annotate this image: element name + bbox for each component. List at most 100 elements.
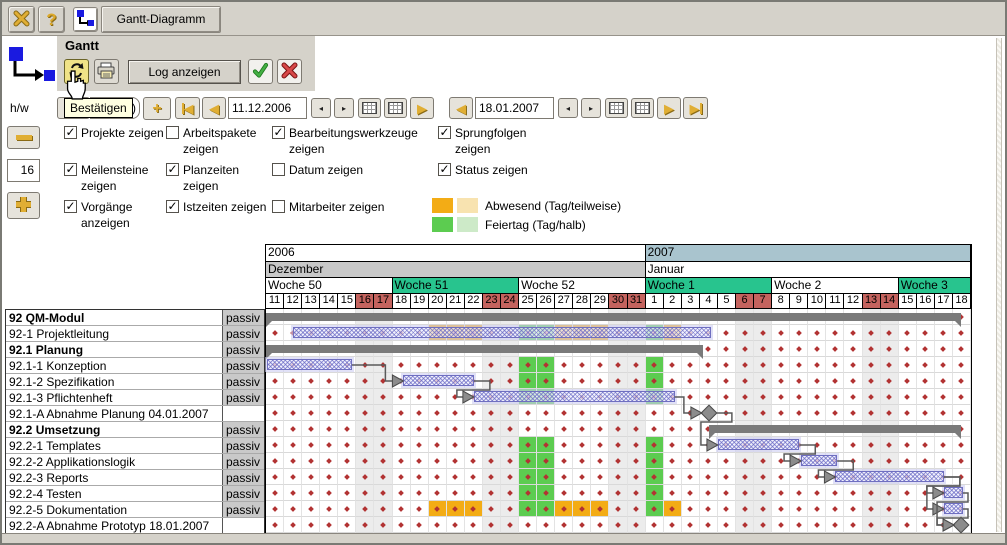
gantt-mini-button[interactable] bbox=[73, 7, 98, 32]
checkbox-label: Projekte zeigen bbox=[81, 125, 164, 141]
bar-icon bbox=[700, 103, 702, 114]
calendar-icon bbox=[362, 102, 377, 114]
row-height-field[interactable]: 16 bbox=[7, 159, 40, 182]
week-header: Woche 52 bbox=[519, 278, 646, 294]
checkbox[interactable]: ✓ bbox=[166, 200, 179, 213]
checkbox-item-2: ✓ Bearbeitungswerkzeuge zeigen bbox=[272, 125, 438, 162]
checkbox-label: Datum zeigen bbox=[289, 162, 363, 178]
collapse-button[interactable] bbox=[7, 126, 40, 149]
expand-button[interactable] bbox=[7, 192, 40, 219]
table-row[interactable]: 92.1-1 Konzeptionpassiv bbox=[6, 358, 264, 374]
checkbox-label: Status zeigen bbox=[455, 162, 528, 178]
checkbox[interactable] bbox=[272, 200, 285, 213]
table-row[interactable]: 92 QM-Modulpassiv bbox=[6, 310, 264, 326]
task-bar[interactable] bbox=[801, 455, 837, 466]
table-row[interactable]: 92.1 Planungpassiv bbox=[6, 342, 264, 358]
gantt-chart: 20062007DezemberJanuarWoche 50Woche 51Wo… bbox=[265, 244, 972, 534]
checkbox-item-3: ✓Sprungfolgen zeigen bbox=[438, 125, 560, 162]
close-button[interactable] bbox=[8, 6, 35, 33]
day-header: 15 bbox=[338, 294, 356, 309]
day-header: 3 bbox=[682, 294, 700, 309]
checkbox[interactable]: ✓ bbox=[64, 126, 77, 139]
calendar-button-4[interactable] bbox=[631, 98, 654, 118]
date-to-back-button[interactable]: ◂ bbox=[558, 98, 578, 118]
task-status: passiv bbox=[223, 454, 264, 469]
increase-button[interactable]: + bbox=[143, 97, 171, 120]
month-header: Januar bbox=[646, 262, 971, 278]
confirm-button[interactable] bbox=[248, 59, 273, 84]
small-arrow-left-icon: ◂ bbox=[319, 104, 323, 113]
checkbox-label: Arbeitspakete zeigen bbox=[183, 125, 272, 157]
day-header: 13 bbox=[863, 294, 881, 309]
summary-bar[interactable] bbox=[709, 425, 961, 433]
task-table: 92 QM-Modulpassiv92-1 Projektleitungpass… bbox=[5, 309, 265, 535]
arrow-right-icon: ▶ bbox=[690, 102, 700, 115]
day-header: 17 bbox=[374, 294, 392, 309]
checkbox[interactable]: ✓ bbox=[272, 126, 285, 139]
table-row[interactable]: 92.2-A Abnahme Prototyp 18.01.2007 bbox=[6, 518, 264, 534]
task-bar[interactable] bbox=[718, 439, 799, 450]
cancel-button[interactable] bbox=[277, 59, 302, 84]
checkbox[interactable]: ✓ bbox=[166, 163, 179, 176]
shift-right-button[interactable]: ▶ bbox=[410, 97, 434, 119]
table-row[interactable]: 92.2-4 Testenpassiv bbox=[6, 486, 264, 502]
print-button[interactable] bbox=[94, 59, 119, 84]
week-header: Woche 1 bbox=[646, 278, 773, 294]
table-row[interactable]: 92.1-3 Pflichtenheftpassiv bbox=[6, 390, 264, 406]
task-bar[interactable] bbox=[267, 359, 351, 370]
checkbox[interactable] bbox=[166, 126, 179, 139]
task-bar[interactable] bbox=[403, 375, 474, 386]
date-to-field[interactable]: 18.01.2007 bbox=[475, 97, 554, 119]
task-bar[interactable] bbox=[944, 503, 963, 514]
date-from-back-button[interactable]: ◂ bbox=[311, 98, 331, 118]
summary-bar[interactable] bbox=[266, 345, 703, 353]
checkbox[interactable]: ✓ bbox=[438, 126, 451, 139]
task-bar[interactable] bbox=[474, 391, 675, 402]
calendar-button-2[interactable] bbox=[384, 98, 407, 118]
table-row[interactable]: 92.2 Umsetzungpassiv bbox=[6, 422, 264, 438]
checkbox[interactable]: ✓ bbox=[64, 163, 77, 176]
day-header: 12 bbox=[284, 294, 302, 309]
date-to-fwd-button[interactable]: ▸ bbox=[581, 98, 601, 118]
calendar-button-3[interactable] bbox=[605, 98, 628, 118]
checkbox-label: Bearbeitungswerkzeuge zeigen bbox=[289, 125, 438, 157]
task-bar[interactable] bbox=[293, 327, 711, 338]
table-row[interactable]: 92-1 Projektleitungpassiv bbox=[6, 326, 264, 342]
table-row[interactable]: 92.2-3 Reportspassiv bbox=[6, 470, 264, 486]
table-row[interactable]: 92.2-2 Applikationslogikpassiv bbox=[6, 454, 264, 470]
day-header: 30 bbox=[609, 294, 627, 309]
task-bar[interactable] bbox=[835, 471, 943, 482]
week-header: Woche 50 bbox=[266, 278, 393, 294]
task-name: 92.2-A Abnahme Prototyp 18.01.2007 bbox=[6, 518, 223, 534]
date-from-fwd-button[interactable]: ▸ bbox=[334, 98, 354, 118]
milestone-diamond[interactable] bbox=[953, 517, 970, 534]
table-row[interactable]: 92.1-A Abnahme Planung 04.01.2007 bbox=[6, 406, 264, 422]
plus-icon: + bbox=[152, 101, 161, 117]
day-header: 9 bbox=[790, 294, 808, 309]
check-icon bbox=[252, 62, 269, 82]
task-bar[interactable] bbox=[944, 487, 963, 498]
log-button[interactable]: Log anzeigen bbox=[128, 60, 241, 84]
milestone-diamond[interactable] bbox=[700, 405, 717, 422]
table-row[interactable]: 92.2-5 Dokumentationpassiv bbox=[6, 502, 264, 518]
hw-label: h/w bbox=[10, 101, 29, 115]
shift-right-button-2[interactable]: ▶ bbox=[657, 97, 681, 119]
first-page-button[interactable]: ◀ bbox=[175, 97, 200, 119]
calendar-button[interactable] bbox=[358, 98, 381, 118]
table-row[interactable]: 92.1-2 Spezifikationpassiv bbox=[6, 374, 264, 390]
day-header: 20 bbox=[429, 294, 447, 309]
checkbox[interactable] bbox=[272, 163, 285, 176]
small-arrow-right-icon: ▸ bbox=[589, 104, 593, 113]
task-status: passiv bbox=[223, 374, 264, 389]
checkbox[interactable]: ✓ bbox=[64, 200, 77, 213]
shift-left-button-2[interactable]: ◀ bbox=[449, 97, 473, 119]
help-button[interactable]: ? bbox=[38, 6, 65, 33]
tab-gantt-diagramm[interactable]: Gantt-Diagramm bbox=[101, 6, 221, 33]
checkbox-item-0: ✓ Projekte zeigen bbox=[64, 125, 166, 162]
last-page-button[interactable]: ▶ bbox=[683, 97, 708, 119]
date-from-field[interactable]: 11.12.2006 bbox=[228, 97, 307, 119]
table-row[interactable]: 92.2-1 Templatespassiv bbox=[6, 438, 264, 454]
summary-bar[interactable] bbox=[266, 313, 961, 321]
prev-page-button[interactable]: ◀ bbox=[202, 97, 226, 119]
checkbox[interactable]: ✓ bbox=[438, 163, 451, 176]
